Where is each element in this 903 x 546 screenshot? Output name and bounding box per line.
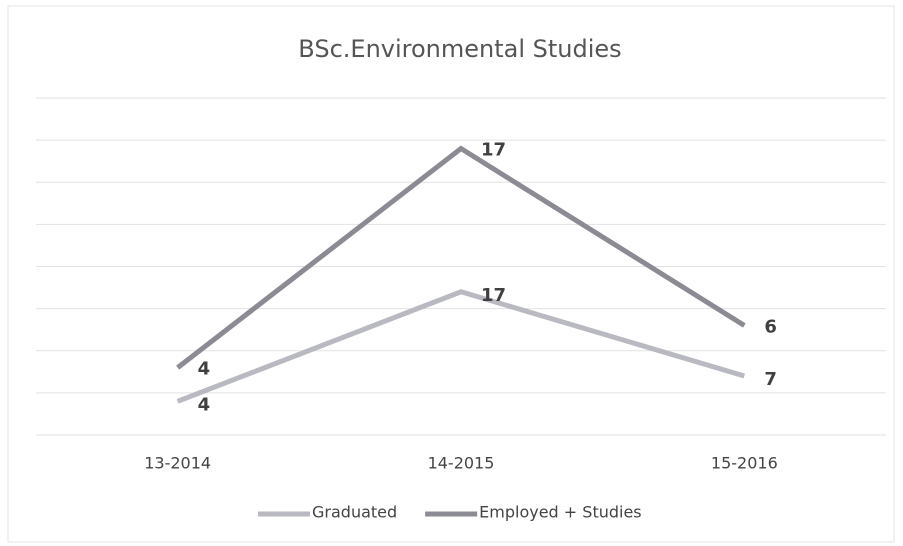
chart-title: BSc.Environmental Studies xyxy=(298,35,621,63)
legend-label: Employed + Studies xyxy=(479,503,641,522)
data-label: 17 xyxy=(481,285,506,306)
data-label: 17 xyxy=(481,140,506,161)
legend-label: Graduated xyxy=(312,503,397,522)
data-label: 4 xyxy=(198,359,211,380)
data-label: 4 xyxy=(198,394,211,415)
x-tick-label: 13-2014 xyxy=(144,454,211,473)
data-label: 7 xyxy=(764,369,777,390)
x-tick-label: 14-2015 xyxy=(428,454,495,473)
data-label: 6 xyxy=(764,316,777,337)
line-series xyxy=(176,145,746,370)
chart-frame xyxy=(7,5,895,543)
x-tick-label: 15-2016 xyxy=(711,454,778,473)
line-series xyxy=(176,289,746,404)
